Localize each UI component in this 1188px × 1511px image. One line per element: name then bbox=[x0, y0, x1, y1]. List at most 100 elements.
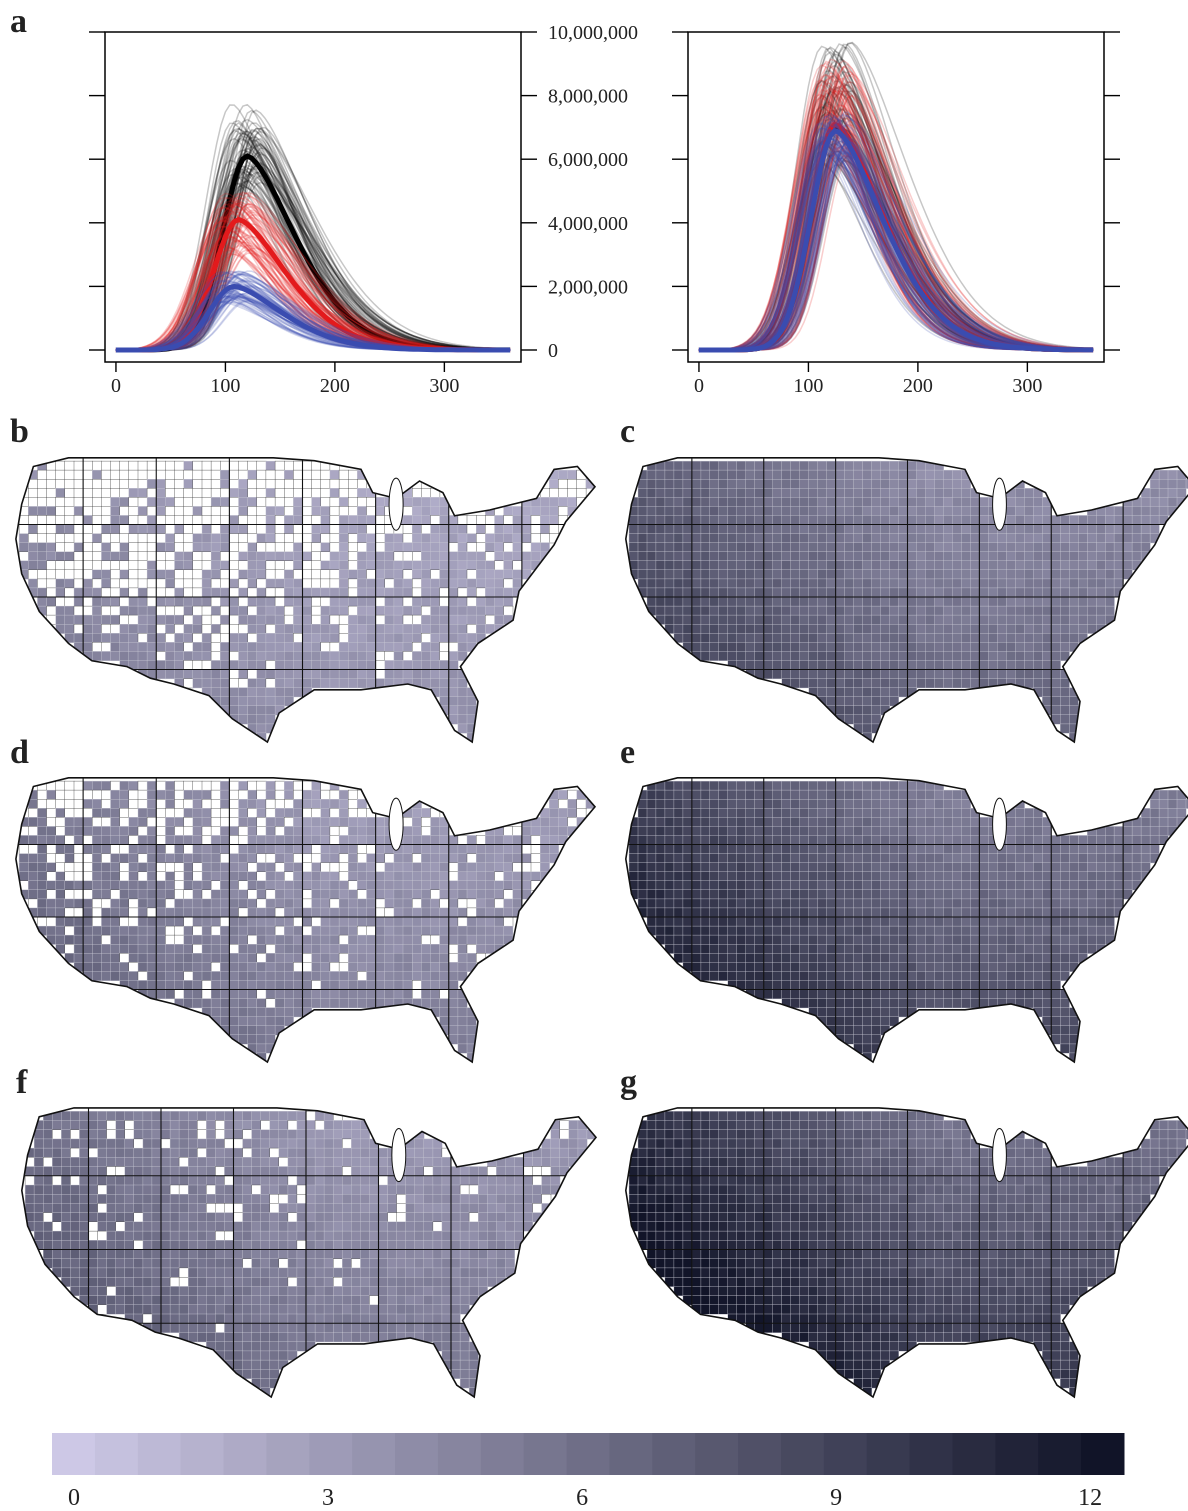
county-cell bbox=[889, 799, 900, 809]
county-cell bbox=[745, 560, 756, 571]
county-cell bbox=[1015, 871, 1025, 882]
county-cell bbox=[466, 596, 477, 607]
county-cell bbox=[375, 578, 386, 589]
county-cell bbox=[284, 624, 294, 634]
county-cell bbox=[790, 524, 801, 535]
county-cell bbox=[375, 971, 386, 982]
county-cell bbox=[1059, 642, 1070, 652]
county-cell bbox=[952, 533, 962, 544]
county-cell bbox=[348, 669, 358, 680]
county-cell bbox=[357, 651, 367, 662]
county-cell bbox=[101, 871, 112, 882]
county-cell bbox=[119, 835, 130, 846]
county-cell bbox=[55, 934, 66, 945]
county-cell bbox=[1042, 871, 1052, 882]
county-cell bbox=[439, 578, 450, 589]
county-cell bbox=[375, 880, 386, 891]
county-cell bbox=[64, 934, 75, 945]
county-cell bbox=[781, 533, 792, 544]
county-cell bbox=[219, 853, 230, 864]
county-cell bbox=[357, 660, 367, 671]
county-cell bbox=[754, 844, 765, 855]
county-cell bbox=[348, 642, 358, 652]
county-cell bbox=[46, 515, 57, 526]
county-cell bbox=[439, 515, 450, 526]
county-cell bbox=[907, 587, 918, 598]
county-cell bbox=[448, 962, 459, 972]
county-cell bbox=[101, 515, 112, 526]
county-cell bbox=[862, 696, 873, 707]
county-cell bbox=[219, 687, 230, 698]
county-cell bbox=[393, 614, 404, 625]
county-cell bbox=[979, 605, 989, 616]
county-cell bbox=[439, 871, 450, 882]
county-cell bbox=[357, 669, 367, 680]
county-cell bbox=[763, 587, 774, 598]
county-cell bbox=[637, 560, 648, 571]
county-cell bbox=[156, 853, 166, 864]
county-cell bbox=[302, 880, 313, 891]
county-cell bbox=[137, 651, 148, 662]
county-cell bbox=[997, 533, 1007, 544]
county-cell bbox=[28, 578, 38, 589]
county-cell bbox=[1042, 826, 1052, 837]
county-cell bbox=[92, 524, 102, 535]
county-cell bbox=[55, 469, 66, 480]
county-cell bbox=[238, 980, 249, 991]
county-cell bbox=[357, 799, 367, 809]
county-cell bbox=[92, 799, 102, 809]
county-cell bbox=[64, 469, 75, 480]
county-cell bbox=[1122, 844, 1133, 855]
county-cell bbox=[302, 678, 313, 689]
county-cell bbox=[128, 533, 139, 544]
county-cell bbox=[709, 560, 720, 571]
county-cell bbox=[119, 533, 130, 544]
county-cell bbox=[320, 835, 331, 846]
county-cell bbox=[521, 524, 532, 535]
county-cell bbox=[871, 524, 882, 535]
county-cell bbox=[219, 479, 230, 489]
county-cell bbox=[826, 642, 837, 652]
county-cell bbox=[37, 469, 48, 480]
county-cell bbox=[1140, 853, 1151, 864]
county-cell bbox=[366, 907, 377, 918]
county-cell bbox=[925, 551, 936, 562]
county-cell bbox=[192, 569, 203, 580]
county-cell bbox=[862, 569, 873, 580]
county-cell bbox=[466, 907, 477, 918]
county-cell bbox=[961, 853, 971, 864]
county-cell bbox=[192, 971, 203, 982]
county-cell bbox=[28, 506, 38, 516]
county-cell bbox=[664, 808, 675, 818]
county-cell bbox=[1006, 669, 1016, 680]
county-cell bbox=[844, 596, 855, 607]
county-cell bbox=[311, 826, 322, 837]
county-cell bbox=[265, 714, 276, 725]
county-cell bbox=[682, 578, 693, 589]
county-cell bbox=[201, 962, 212, 972]
county-cell bbox=[46, 469, 57, 480]
county-cell bbox=[229, 569, 239, 580]
county-cell bbox=[844, 687, 855, 698]
county-cell bbox=[907, 826, 918, 837]
county-cell bbox=[46, 789, 57, 800]
county-cell bbox=[754, 799, 765, 809]
county-cell bbox=[637, 578, 648, 589]
county-cell bbox=[664, 515, 675, 526]
county-cell bbox=[192, 678, 203, 689]
county-cell bbox=[73, 826, 84, 837]
county-cell bbox=[274, 642, 285, 652]
county-cell bbox=[284, 651, 294, 662]
county-cell bbox=[457, 898, 468, 909]
county-cell bbox=[302, 660, 313, 671]
county-cell bbox=[494, 605, 505, 616]
county-cell bbox=[55, 488, 66, 498]
county-cell bbox=[799, 469, 810, 480]
county-cell bbox=[934, 469, 945, 480]
county-cell bbox=[210, 971, 221, 982]
county-cell bbox=[357, 605, 367, 616]
county-cell bbox=[889, 596, 900, 607]
county-cell bbox=[430, 596, 441, 607]
county-cell bbox=[28, 542, 38, 553]
county-cell bbox=[183, 898, 194, 909]
